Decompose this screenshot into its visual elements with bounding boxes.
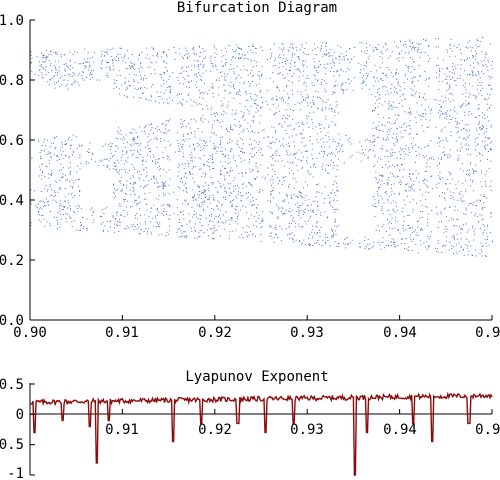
lyapunov-y-tick-label: 0.5 — [0, 377, 24, 393]
bifurcation-y-tick-label: 0.2 — [0, 253, 24, 269]
lyapunov-x-tick-label: 0.93 — [290, 422, 324, 438]
lyapunov-title: Lyapunov Exponent — [185, 369, 328, 385]
bifurcation-y-tick-label: 0.4 — [0, 193, 24, 209]
bifurcation-point-cloud — [30, 37, 494, 257]
bifurcation-x-tick-label: 0.93 — [290, 325, 324, 341]
lyapunov-y-tick-label: -1 — [7, 466, 24, 480]
bifurcation-y-tick-label: 0.6 — [0, 133, 24, 149]
lyapunov-x-tick-marks — [29, 409, 493, 414]
bifurcation-y-tick-marks — [30, 19, 35, 321]
lyapunov-y-tick-label: 0 — [16, 407, 24, 423]
bifurcation-title: Bifurcation Diagram — [177, 0, 337, 16]
bifurcation-x-tick-label: 0.92 — [198, 325, 232, 341]
lyapunov-y-tick-label: -0.5 — [0, 437, 24, 453]
lyapunov-series-line — [29, 391, 493, 476]
bifurcation-y-tick-label: 0.0 — [0, 313, 24, 329]
bifurcation-x-tick-label: 0.91 — [105, 325, 139, 341]
bifurcation-x-tick-marks — [29, 315, 493, 320]
bifurcation-points — [30, 37, 494, 257]
lyapunov-x-tick-label: 0.95 — [475, 422, 500, 438]
lyapunov-x-tick-label: 0.92 — [198, 422, 232, 438]
lyapunov-y-ticks: 0.5 0 -0.5 -1 — [0, 377, 24, 480]
bifurcation-chart: Bifurcation Diagram 0.90 0.91 0.92 0.93 … — [0, 0, 500, 341]
bifurcation-x-tick-label: 0.95 — [475, 325, 500, 341]
bifurcation-x-tick-label: 0.94 — [383, 325, 417, 341]
lyapunov-x-ticks: 0.91 0.92 0.93 0.94 0.95 — [105, 422, 500, 438]
bifurcation-y-tick-label: 0.8 — [0, 73, 24, 89]
lyapunov-y-tick-marks — [30, 383, 35, 476]
lyapunov-chart: Lyapunov Exponent 0.91 0.92 0.93 0.94 0.… — [0, 369, 500, 480]
lyapunov-x-tick-label: 0.94 — [383, 422, 417, 438]
bifurcation-x-tick-label: 0.90 — [13, 325, 47, 341]
bifurcation-x-ticks: 0.90 0.91 0.92 0.93 0.94 0.95 — [13, 325, 500, 341]
bifurcation-y-tick-label: 1.0 — [0, 13, 24, 29]
bifurcation-y-ticks: 0.0 0.2 0.4 0.6 0.8 1.0 — [0, 13, 24, 329]
lyapunov-x-tick-label: 0.91 — [105, 422, 139, 438]
